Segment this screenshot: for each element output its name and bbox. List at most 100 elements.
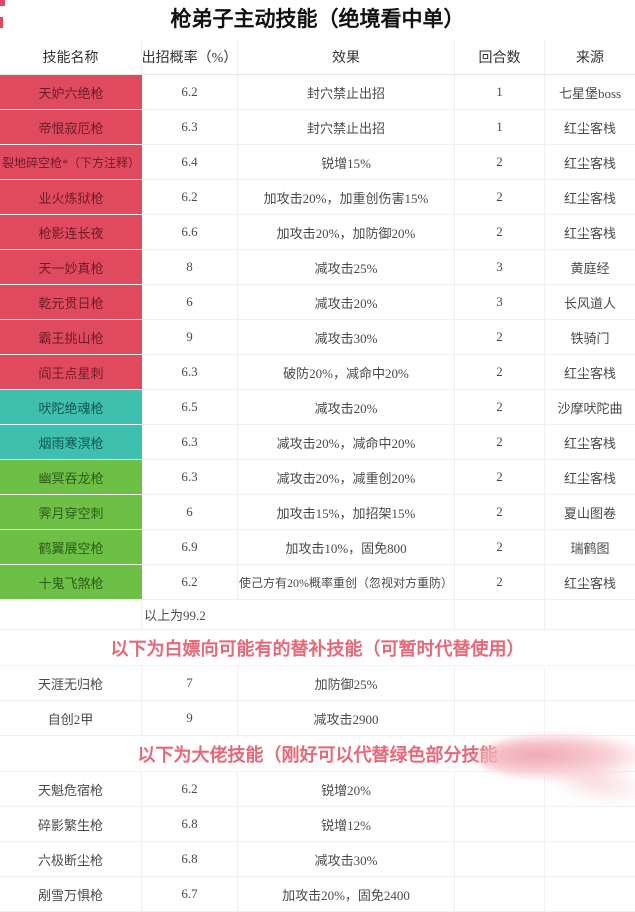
rounds-cell — [455, 666, 545, 700]
source-cell: 红尘客栈 — [563, 190, 616, 206]
rounds-cell — [455, 877, 545, 911]
header-source: 来源 — [576, 51, 604, 66]
table-row: 自创2甲 9 减攻击2900 — [0, 701, 635, 736]
skill-name-cell: 碎影繁生枪 — [0, 807, 142, 841]
source-cell: 红尘客栈 — [563, 575, 616, 591]
header-effect: 效果 — [238, 40, 455, 74]
table-row: 天涯无归枪 7 加防御25% — [0, 666, 635, 701]
probability-cell: 9 — [142, 701, 238, 735]
rounds-cell: 2 — [455, 530, 545, 564]
effect-cell: 锐增15% — [238, 145, 455, 179]
source-cell: 红尘客栈 — [563, 120, 616, 136]
probability-cell: 6.2 — [142, 75, 238, 109]
rounds-cell — [455, 772, 545, 806]
rounds-cell: 2 — [455, 425, 545, 459]
skill-name-cell: 烟雨寒溟枪 — [0, 425, 142, 459]
total-probability-note: 以上为99.2 — [142, 600, 455, 629]
source-cell — [545, 877, 635, 911]
source-cell: 夏山图卷 — [563, 505, 616, 521]
screen-artifact — [0, 17, 3, 28]
skill-name-cell: 十鬼飞煞枪 — [0, 565, 142, 599]
probability-cell: 9 — [142, 320, 238, 354]
effect-cell: 使己方有20%概率重创（忽视对方重防） — [238, 565, 455, 599]
skill-name-cell: 霸王挑山枪 — [0, 320, 142, 354]
effect-cell: 减攻击30% — [238, 320, 455, 354]
probability-cell: 6.8 — [142, 807, 238, 841]
probability-cell: 8 — [142, 250, 238, 284]
table-row: 天妒六绝枪 6.2 封穴禁止出招 1 七星堡boss — [0, 75, 635, 110]
effect-cell: 加攻击15%，加招架15% — [238, 495, 455, 529]
rounds-cell: 2 — [455, 460, 545, 494]
effect-cell: 加防御25% — [238, 666, 455, 700]
screen-artifact — [0, 0, 5, 6]
probability-cell: 6.8 — [142, 842, 238, 876]
skill-name-cell: 自创2甲 — [0, 701, 142, 735]
source-cell: 瑞鹤图 — [570, 540, 610, 556]
effect-cell: 减攻击30% — [238, 842, 455, 876]
effect-cell: 减攻击20%，减命中20% — [238, 425, 455, 459]
probability-cell: 6.2 — [142, 180, 238, 214]
skill-name-cell: 天一妙真枪 — [0, 250, 142, 284]
rounds-cell: 2 — [455, 180, 545, 214]
section2-heading: 以下为大佬技能（刚好可以代替绿色部分技能 — [0, 736, 635, 772]
skill-name-cell: 天涯无归枪 — [0, 666, 142, 700]
table-header-row: 技能名称 出招概率（%） 效果 回合数 来源 — [0, 40, 635, 75]
page-title: 枪弟子主动技能（绝境看中单） — [170, 8, 465, 31]
skill-name-cell: 霁月穿空刺 — [0, 495, 142, 529]
rounds-cell: 2 — [455, 355, 545, 389]
rounds-cell: 2 — [455, 215, 545, 249]
source-cell: 沙摩吠陀曲 — [557, 400, 623, 416]
probability-cell: 6.3 — [142, 355, 238, 389]
total-probability-text: 以上为99.2 — [144, 608, 206, 623]
rounds-cell: 2 — [455, 495, 545, 529]
total-row: 以上为99.2 — [0, 600, 635, 630]
probability-cell: 6.5 — [142, 390, 238, 424]
table-row: 烟雨寒溟枪 6.3 减攻击20%，减命中20% 2 红尘客栈 — [0, 425, 635, 460]
rounds-cell: 2 — [455, 565, 545, 599]
source-cell — [545, 772, 635, 806]
table-row: 碎影繁生枪 6.8 锐增12% — [0, 807, 635, 842]
skill-name-cell: 枪影连长夜 — [0, 215, 142, 249]
skill-name-cell: 鹤翼展空枪 — [0, 530, 142, 564]
skill-name-cell: 吠陀绝魂枪 — [0, 390, 142, 424]
effect-cell: 封穴禁止出招 — [238, 110, 455, 144]
total-row-empty-cell — [545, 600, 635, 629]
table-row: 业火炼狱枪 6.2 加攻击20%，加重创伤害15% 2 红尘客栈 — [0, 180, 635, 215]
table-row: 帝恨寂厄枪 6.3 封穴禁止出招 1 红尘客栈 — [0, 110, 635, 145]
probability-cell: 6.9 — [142, 530, 238, 564]
rounds-cell: 3 — [455, 285, 545, 319]
table-row: 剐雪万惧枪 6.7 加攻击20%，固免2400 — [0, 877, 635, 912]
table-row: 裂地碎空枪*（下方注释） 6.4 锐增15% 2 红尘客栈 — [0, 145, 635, 180]
effect-cell: 减攻击20% — [238, 285, 455, 319]
effect-cell: 加攻击10%，固免800 — [238, 530, 455, 564]
probability-cell: 7 — [142, 666, 238, 700]
rounds-cell: 2 — [455, 145, 545, 179]
probability-cell: 6.7 — [142, 877, 238, 911]
skill-name-cell: 幽冥吞龙枪 — [0, 460, 142, 494]
table-row: 吠陀绝魂枪 6.5 减攻击20% 2 沙摩吠陀曲 — [0, 390, 635, 425]
table-row: 霁月穿空刺 6 加攻击15%，加招架15% 2 夏山图卷 — [0, 495, 635, 530]
skill-name-cell: 阎王点星刺 — [0, 355, 142, 389]
effect-cell: 加攻击20%，加重创伤害15% — [238, 180, 455, 214]
table-row: 天一妙真枪 8 减攻击25% 3 黄庭经 — [0, 250, 635, 285]
table-row: 枪影连长夜 6.6 加攻击20%，加防御20% 2 红尘客栈 — [0, 215, 635, 250]
header-rounds: 回合数 — [455, 40, 545, 74]
effect-cell: 减攻击20% — [238, 390, 455, 424]
skill-name-cell: 剐雪万惧枪 — [0, 877, 142, 911]
effect-cell: 减攻击20%，减重创20% — [238, 460, 455, 494]
source-cell — [545, 701, 635, 735]
source-cell: 七星堡boss — [558, 85, 622, 101]
probability-cell: 6 — [142, 285, 238, 319]
rounds-cell: 3 — [455, 250, 545, 284]
rounds-cell: 1 — [455, 75, 545, 109]
source-cell: 长风道人 — [563, 295, 616, 311]
table-row: 十鬼飞煞枪 6.2 使己方有20%概率重创（忽视对方重防） 2 红尘客栈 — [0, 565, 635, 600]
header-probability: 出招概率（%） — [142, 40, 238, 74]
source-cell: 铁骑门 — [570, 330, 610, 346]
skill-name-cell: 天魁危宿枪 — [0, 772, 142, 806]
table-row: 乾元贯日枪 6 减攻击20% 3 长风道人 — [0, 285, 635, 320]
rounds-cell: 1 — [455, 110, 545, 144]
probability-cell: 6.3 — [142, 425, 238, 459]
rounds-cell — [455, 807, 545, 841]
